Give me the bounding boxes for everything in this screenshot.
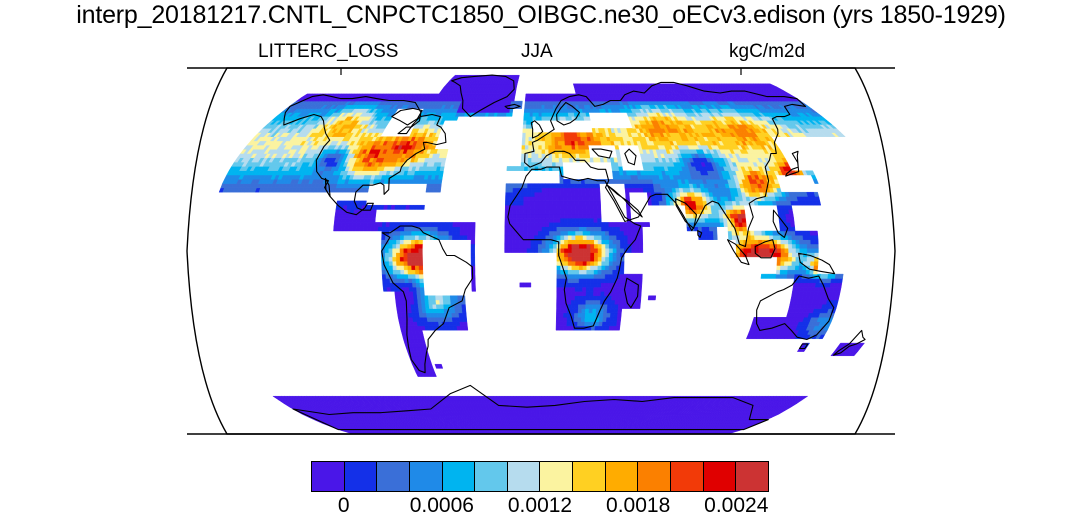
season-label: JJA [521, 41, 553, 62]
colorbar-swatch-1 [344, 462, 378, 491]
coastline-path [451, 74, 515, 118]
colorbar-swatch-10 [638, 462, 672, 491]
colorbar-swatch-8 [573, 462, 606, 491]
coastline-path [785, 150, 800, 177]
colorbar-tick-1: 0.0006 [409, 494, 474, 517]
coastline-path [292, 384, 769, 431]
colorbar-swatch-7 [540, 462, 574, 491]
coastline-path [524, 81, 807, 248]
colorbar-swatch-3 [409, 462, 443, 491]
colorbar-tick-labels: 0 0.0006 0.0012 0.0018 0.0024 [311, 494, 769, 520]
coastline-path [674, 198, 698, 229]
colorbar-tick-4: 0.0024 [704, 494, 769, 517]
coastline-path [381, 225, 474, 374]
coastline-path [507, 166, 642, 329]
coastline-path [754, 239, 776, 259]
colorbar-swatch-5 [475, 462, 508, 491]
colorbar-tick-3: 0.0018 [606, 494, 671, 517]
coastline-path [624, 148, 637, 166]
coastline-path [697, 230, 703, 238]
colorbar[interactable] [311, 461, 769, 492]
colorbar-swatch-4 [442, 462, 476, 491]
colorbar-swatch-9 [605, 462, 639, 491]
coastline-path [391, 107, 423, 126]
coastline-path [798, 343, 809, 350]
coastline-path [591, 148, 613, 159]
coastline-path [798, 252, 836, 275]
colorbar-swatch-13 [736, 462, 768, 491]
global-map-heatmap [171, 66, 911, 436]
coastline-path [606, 184, 643, 218]
variable-label: LITTERC_LOSS [258, 41, 399, 62]
coastline-path [530, 120, 544, 139]
page-title: interp_20181217.CNTL_CNPCTC1850_OIBGC.ne… [76, 1, 1006, 29]
colorbar-swatch-12 [703, 462, 737, 491]
coastline-path [727, 239, 750, 266]
coastline-layer [283, 74, 866, 431]
coastline-path [772, 209, 789, 238]
coastline-path [756, 275, 835, 341]
data-raster-layer [218, 74, 865, 434]
colorbar-swatch-11 [671, 462, 704, 491]
colorbar-swatch-6 [507, 462, 541, 491]
coastline-path [832, 329, 866, 356]
coastline-path [324, 177, 331, 198]
colorbar-swatch-0 [312, 462, 345, 491]
colorbar-tick-0: 0 [337, 494, 350, 517]
colorbar-swatch-2 [377, 462, 410, 491]
coastline-path [623, 277, 639, 309]
units-label: kgC/m2d [729, 41, 806, 62]
coastline-path [504, 103, 521, 109]
colorbar-tick-2: 0.0012 [507, 494, 573, 517]
map-panel [171, 66, 911, 436]
coastline-path [556, 101, 581, 126]
